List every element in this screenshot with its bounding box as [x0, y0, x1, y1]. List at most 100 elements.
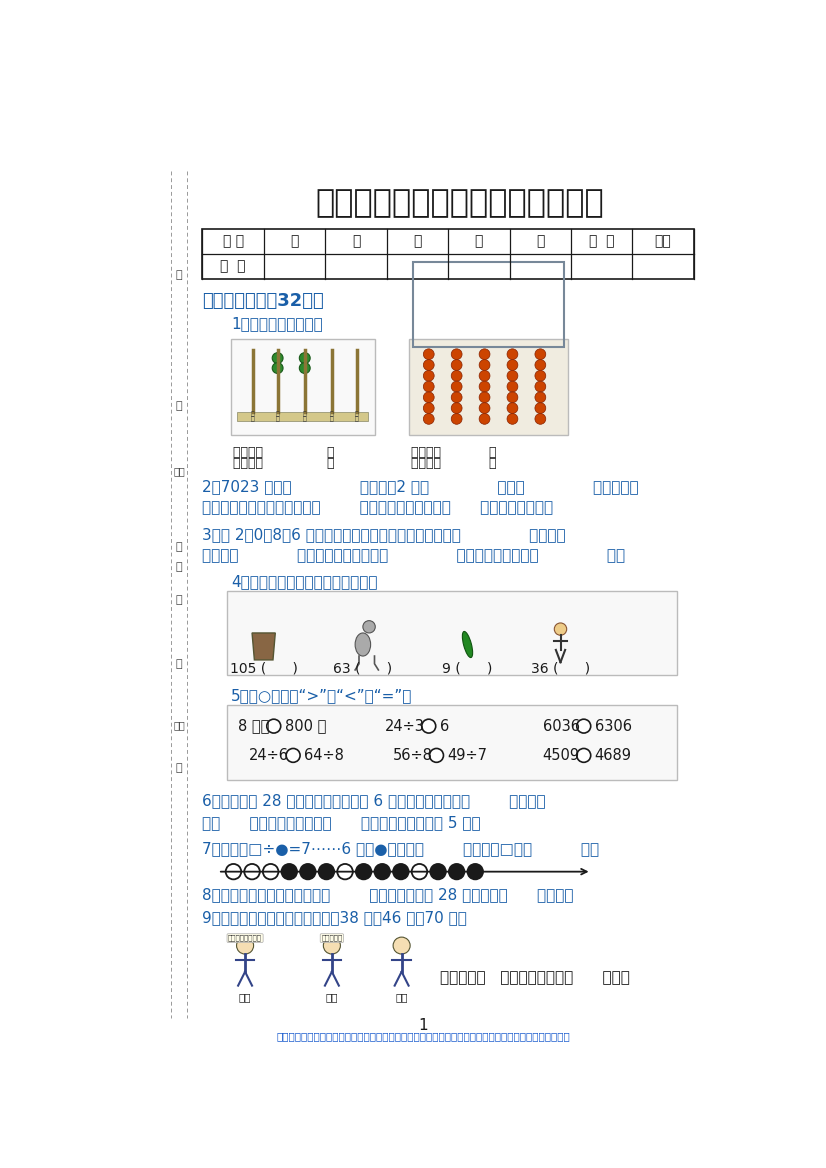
Circle shape — [430, 749, 444, 763]
Polygon shape — [252, 633, 275, 660]
Bar — [227, 591, 676, 675]
Ellipse shape — [355, 633, 371, 656]
Text: 剩（      ）本。乔老师再买（      ）本，每组正好能分 5 本。: 剩（ ）本。乔老师再买（ ）本，每组正好能分 5 本。 — [202, 815, 481, 829]
Text: 读作：（            ）: 读作：（ ） — [411, 446, 496, 459]
Circle shape — [451, 349, 462, 360]
Circle shape — [422, 719, 436, 734]
Circle shape — [286, 749, 300, 763]
Circle shape — [423, 403, 434, 413]
Circle shape — [423, 381, 434, 392]
Text: 十
位: 十 位 — [330, 411, 334, 422]
Circle shape — [267, 719, 281, 734]
Text: 24÷3: 24÷3 — [385, 718, 425, 734]
Text: 等第: 等第 — [655, 235, 672, 249]
Circle shape — [363, 620, 375, 633]
Text: 6: 6 — [439, 718, 449, 734]
Bar — [413, 262, 564, 347]
Circle shape — [299, 353, 311, 363]
Circle shape — [423, 360, 434, 370]
Circle shape — [236, 937, 254, 954]
Circle shape — [468, 864, 483, 880]
Circle shape — [507, 403, 518, 413]
Circle shape — [323, 937, 340, 954]
Text: 24÷6: 24÷6 — [249, 748, 289, 763]
Text: 总  分: 总 分 — [589, 235, 615, 249]
Circle shape — [507, 413, 518, 424]
Text: 1: 1 — [419, 1018, 428, 1033]
Circle shape — [430, 864, 446, 880]
Circle shape — [535, 349, 546, 360]
Text: 线: 线 — [176, 659, 183, 669]
Circle shape — [319, 864, 335, 880]
Circle shape — [507, 381, 518, 392]
Text: 百
位: 百 位 — [303, 411, 306, 422]
Circle shape — [299, 363, 311, 374]
Text: 8、按照上面的规律穿珠子，（        ）颗分一组，第 28 棵珠子是（      ）色的。: 8、按照上面的规律穿珠子，（ ）颗分一组，第 28 棵珠子是（ ）色的。 — [202, 887, 574, 902]
Circle shape — [507, 349, 518, 360]
Bar — [227, 704, 676, 780]
Circle shape — [577, 719, 591, 734]
Text: 读作：（                ）: 读作：（ ） — [233, 446, 335, 459]
Circle shape — [449, 864, 464, 880]
Text: 班: 班 — [176, 542, 183, 551]
Circle shape — [535, 381, 546, 392]
Circle shape — [423, 413, 434, 424]
Circle shape — [273, 353, 283, 363]
Text: 年: 年 — [176, 595, 183, 605]
Circle shape — [374, 864, 390, 880]
Circle shape — [451, 413, 462, 424]
Bar — [231, 339, 374, 434]
Text: 四: 四 — [475, 235, 483, 249]
Circle shape — [282, 864, 297, 880]
Text: 六年级数学期二年级数学期末测评: 六年级数学期二年级数学期末测评 — [316, 188, 604, 218]
Text: 1、看图写数、读数。: 1、看图写数、读数。 — [231, 315, 323, 331]
Circle shape — [300, 864, 316, 880]
Circle shape — [423, 349, 434, 360]
Circle shape — [244, 864, 260, 880]
Text: 线: 线 — [176, 763, 183, 773]
Text: 一: 一 — [291, 235, 299, 249]
Text: 小红: 小红 — [325, 992, 338, 1002]
Text: 3、用 2、0、8、6 组成不同的四位数，其中最小的数是（              ），最大: 3、用 2、0、8、6 组成不同的四位数，其中最小的数是（ ），最大 — [202, 528, 566, 542]
Circle shape — [479, 360, 490, 370]
Text: 个
位: 个 位 — [355, 411, 358, 422]
Text: 装: 装 — [176, 401, 183, 411]
Circle shape — [451, 392, 462, 403]
Circle shape — [337, 864, 353, 880]
Text: 我拍的不是最多的: 我拍的不是最多的 — [228, 934, 262, 941]
Text: 写作：（                ）: 写作：（ ） — [233, 458, 335, 471]
Text: 36 (      ): 36 ( ) — [531, 661, 590, 675]
Circle shape — [451, 381, 462, 392]
Text: 49÷7: 49÷7 — [448, 748, 487, 763]
Circle shape — [535, 392, 546, 403]
Text: 64÷8: 64÷8 — [304, 748, 344, 763]
Text: 6036: 6036 — [543, 718, 580, 734]
Text: 欢迎您阅读并下载本文档，本文档来源于互联网，如有侵权请联系删除！我们将竭诚为您提供优质的文档！: 欢迎您阅读并下载本文档，本文档来源于互联网，如有侵权请联系删除！我们将竭诚为您提… — [277, 1031, 570, 1041]
Text: 写作：（            ）: 写作：（ ） — [411, 458, 496, 471]
Circle shape — [451, 370, 462, 381]
Circle shape — [225, 864, 241, 880]
Text: 姓名: 姓名 — [173, 466, 185, 477]
Circle shape — [554, 623, 567, 635]
Text: 800 克: 800 克 — [285, 718, 326, 734]
Circle shape — [479, 413, 490, 424]
Text: 63 (      ): 63 ( ) — [334, 661, 392, 675]
Bar — [410, 339, 568, 434]
Circle shape — [393, 864, 409, 880]
Circle shape — [507, 392, 518, 403]
Circle shape — [423, 392, 434, 403]
Text: 装: 装 — [176, 270, 183, 280]
Circle shape — [356, 864, 372, 880]
Circle shape — [479, 403, 490, 413]
Text: 我拍的最少: 我拍的最少 — [321, 934, 343, 941]
Text: 7、在算式□÷●=7⋯⋯6 中，●最小是（        ），这时□是（          ）。: 7、在算式□÷●=7⋯⋯6 中，●最小是（ ），这时□是（ ）。 — [202, 841, 600, 856]
Text: 9、三个小朋友拍皮球，分别拍了38 下、46 下、70 下。: 9、三个小朋友拍皮球，分别拍了38 下、46 下、70 下。 — [202, 910, 468, 925]
Circle shape — [535, 413, 546, 424]
Circle shape — [451, 360, 462, 370]
Text: 千
位: 千 位 — [276, 411, 279, 422]
Text: 李英: 李英 — [396, 992, 408, 1002]
Text: 9 (      ): 9 ( ) — [442, 661, 492, 675]
Text: 6、乔老师有 28 本故事书，平均分给 6 个小组，每组能分（        ）本，还: 6、乔老师有 28 本故事书，平均分给 6 个小组，每组能分（ ）本，还 — [202, 793, 546, 808]
Text: 题 号: 题 号 — [222, 235, 244, 249]
Text: 三: 三 — [413, 235, 421, 249]
